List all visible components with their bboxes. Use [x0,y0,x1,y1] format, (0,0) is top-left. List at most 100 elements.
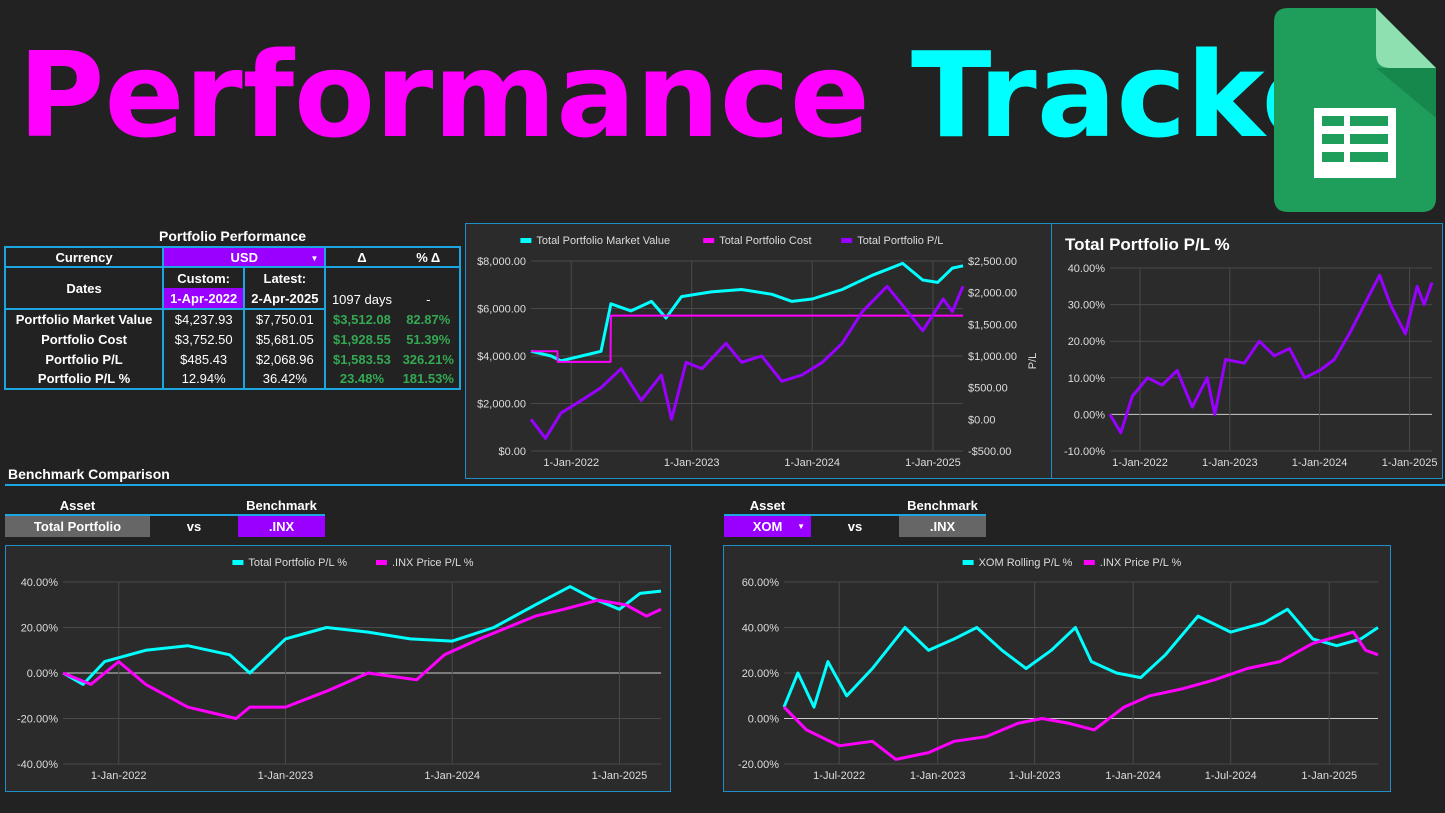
y-tick-label: 30.00% [1068,300,1106,312]
pct-value: 51.39% [397,329,461,349]
series-line [62,585,662,686]
benchmark-selector[interactable]: .INX [899,516,986,537]
asset-vs-benchmark-chart: -20.00% 0.00% 20.00% 40.00% 60.00% 1-Jul-2022… [723,545,1391,792]
y-tick-label: 20.00% [1068,336,1106,348]
benchmark-selector[interactable]: .INX [238,516,325,537]
legend-swatch [232,560,244,565]
portfolio-value-chart: $0.00 $2,000.00 $4,000.00 $6,000.00 $8,000.0… [465,223,1052,479]
delta-value: $1,583.53 [324,349,398,369]
dates-label: Dates [3,266,165,310]
y2-axis-label: P/L [1027,353,1039,370]
latest-value: $7,750.01 [243,309,326,329]
asset-header: Asset [749,498,786,513]
asset-dropdown[interactable]: XOM ▼ [724,516,811,537]
y-tick-label: $0.00 [498,446,526,458]
y2-tick-label: $2,500.00 [968,256,1017,268]
portfolio-performance-table: Currency USD ▼ Δ % Δ Dates Custom: Latest… [3,246,461,390]
latest-value: $2,068.96 [243,349,326,369]
x-tick-label: 1-Jul-2024 [1205,770,1257,782]
series-line [782,630,1379,761]
series-line [530,261,964,363]
y-tick-label: -40.00% [17,759,58,771]
delta-value: $3,512.08 [324,309,398,329]
dropdown-arrow-icon: ▼ [310,254,319,263]
legend-swatch [376,560,387,565]
x-tick-label: 1-Jan-2025 [1382,457,1438,469]
row-label: Portfolio Market Value [3,309,164,329]
row-label: Portfolio Cost [3,329,164,349]
y-tick-label: 10.00% [1068,373,1106,385]
x-tick-label: 1-Jan-2023 [910,770,966,782]
x-tick-label: 1-Jan-2022 [1112,457,1168,469]
x-tick-label: 1-Jul-2023 [1009,770,1061,782]
divider [5,514,325,516]
legend-label: Total Portfolio Cost [719,235,811,247]
legend-swatch [520,238,532,243]
pct-value: 82.87% [397,309,461,329]
latest-date: 2-Apr-2025 [244,288,327,310]
legend-label: XOM Rolling P/L % [979,557,1073,569]
x-tick-label: 1-Jan-2022 [543,457,599,469]
custom-date-input[interactable]: 1-Apr-2022 [162,288,246,310]
x-tick-label: 1-Jan-2024 [424,770,480,782]
y-tick-label: 0.00% [27,668,58,680]
y-tick-label: 0.00% [748,714,779,726]
y-tick-label: -20.00% [17,714,58,726]
x-tick-label: 1-Jan-2023 [258,770,314,782]
currency-value: USD [230,249,258,265]
asset-selector[interactable]: Total Portfolio [5,516,150,537]
days-pct: - [397,267,461,309]
benchmark-comparison-title: Benchmark Comparison [8,466,170,482]
benchmark-header: Benchmark [907,498,978,513]
y-tick-label: $2,000.00 [477,399,526,411]
benchmark-header: Benchmark [246,498,317,513]
custom-value: $4,237.93 [162,309,245,329]
section-divider [5,484,1445,486]
legend-swatch [703,238,715,243]
x-tick-label: 1-Jan-2024 [1105,770,1161,782]
y-tick-label: 20.00% [21,623,59,635]
delta-header: Δ [324,246,398,268]
y-tick-label: 0.00% [1074,409,1105,421]
row-label: Portfolio P/L % [3,369,164,390]
dropdown-arrow-icon: ▼ [797,522,805,531]
pct-value: 326.21% [397,349,461,369]
custom-value: 12.94% [162,369,245,390]
series-line [529,284,965,440]
google-sheets-icon [1274,8,1436,212]
y-tick-label: 20.00% [742,668,780,680]
y-tick-label: $6,000.00 [477,304,526,316]
legend-label: Total Portfolio P/L [857,235,943,247]
legend-label: Total Portfolio Market Value [536,235,670,247]
days-count: 1097 days [324,267,398,309]
y2-tick-label: $1,000.00 [968,351,1017,363]
delta-value: 23.48% [324,369,398,390]
delta-value: $1,928.55 [324,329,398,349]
y-tick-label: 40.00% [21,577,59,589]
asset-value: XOM [752,519,783,534]
x-tick-label: 1-Jan-2022 [91,770,147,782]
legend-swatch [962,560,974,565]
legend-swatch [1083,560,1095,565]
legend-label: .INX Price P/L % [1100,557,1182,569]
currency-dropdown[interactable]: USD ▼ [162,246,327,268]
divider [724,514,986,516]
row-label: Portfolio P/L [3,349,164,369]
x-tick-label: 1-Jan-2025 [1301,770,1357,782]
y2-tick-label: $500.00 [968,383,1008,395]
portfolio-pl-pct-chart: -10.00% 0.00% 10.00% 20.00% 30.00% 40.00% 1-Ja… [1051,223,1443,479]
y2-tick-label: $0.00 [968,414,996,426]
custom-value: $3,752.50 [162,329,245,349]
x-tick-label: 1-Jan-2023 [1202,457,1258,469]
legend-swatch [841,238,853,243]
legend-label: Total Portfolio P/L % [248,557,347,569]
table-row: Portfolio P/L % 12.94% 36.42% 23.48% 181… [3,369,461,390]
y-tick-label: -10.00% [1064,446,1105,458]
chart-title: Total Portfolio P/L % [1065,235,1230,254]
x-tick-label: 1-Jan-2024 [1292,457,1348,469]
y-tick-label: $8,000.00 [477,256,526,268]
y-tick-label: -20.00% [738,759,779,771]
x-tick-label: 1-Jul-2022 [813,770,865,782]
y-tick-label: $4,000.00 [477,351,526,363]
currency-label: Currency [3,246,165,268]
